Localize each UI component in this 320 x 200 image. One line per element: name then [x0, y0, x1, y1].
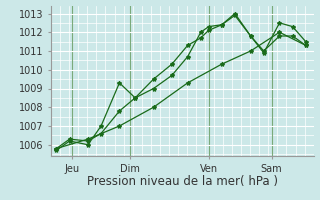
- X-axis label: Pression niveau de la mer( hPa ): Pression niveau de la mer( hPa ): [87, 175, 278, 188]
